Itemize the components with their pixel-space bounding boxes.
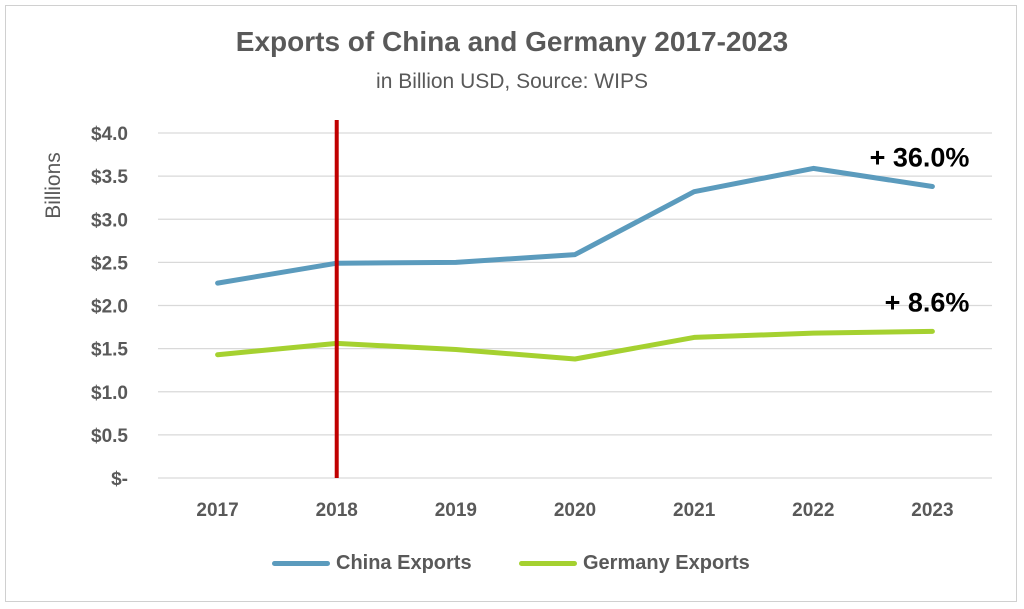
- legend-item-germany: Germany Exports: [519, 552, 750, 575]
- gridlines: [158, 132, 992, 479]
- legend-item-china: China Exports: [272, 552, 472, 575]
- legend-swatch-germany: [519, 561, 577, 566]
- chart-subtitle: in Billion USD, Source: WIPS: [376, 70, 648, 93]
- chart-title: Exports of China and Germany 2017-2023: [235, 26, 789, 57]
- series-line-germany: [215, 328, 935, 362]
- series-line-china: [215, 165, 935, 286]
- legend-label-china: China Exports: [336, 552, 472, 574]
- x-tick-label: 2019: [435, 500, 477, 521]
- y-tick-label: $1.5: [91, 340, 128, 361]
- y-axis-label: Billions: [42, 152, 65, 219]
- x-tick-label: 2020: [554, 500, 596, 521]
- y-tick-label: $0.5: [91, 426, 128, 447]
- y-tick-label: $2.5: [91, 253, 128, 274]
- x-tick-label: 2018: [316, 500, 358, 521]
- annotations: + 36.0% + 8.6%: [870, 142, 970, 317]
- y-tick-label: $3.5: [91, 167, 128, 188]
- annotation-label: + 8.6%: [885, 287, 970, 317]
- y-tick-labels: $- $0.5 $1.0 $1.5 $2.0 $2.5 $3.0 $3.5 $4.0: [91, 124, 128, 490]
- y-tick-label: $2.0: [91, 297, 128, 318]
- legend-swatch-china: [272, 561, 330, 566]
- legend: China Exports Germany Exports: [0, 552, 1024, 580]
- y-tick-label: $1.0: [91, 383, 128, 404]
- x-tick-labels: 2017 2018 2019 2020 2021 2022 2023: [196, 500, 953, 521]
- x-tick-label: 2017: [196, 500, 238, 521]
- legend-label-germany: Germany Exports: [583, 552, 750, 574]
- chart-frame: [5, 5, 1017, 602]
- y-tick-label: $3.0: [91, 210, 128, 231]
- y-tick-label: $-: [111, 469, 128, 490]
- x-tick-label: 2021: [673, 500, 716, 521]
- series-lines: [215, 165, 935, 362]
- x-tick-label: 2023: [911, 500, 953, 521]
- x-tick-label: 2022: [792, 500, 834, 521]
- y-tick-label: $4.0: [91, 124, 128, 145]
- annotation-label: + 36.0%: [870, 142, 970, 172]
